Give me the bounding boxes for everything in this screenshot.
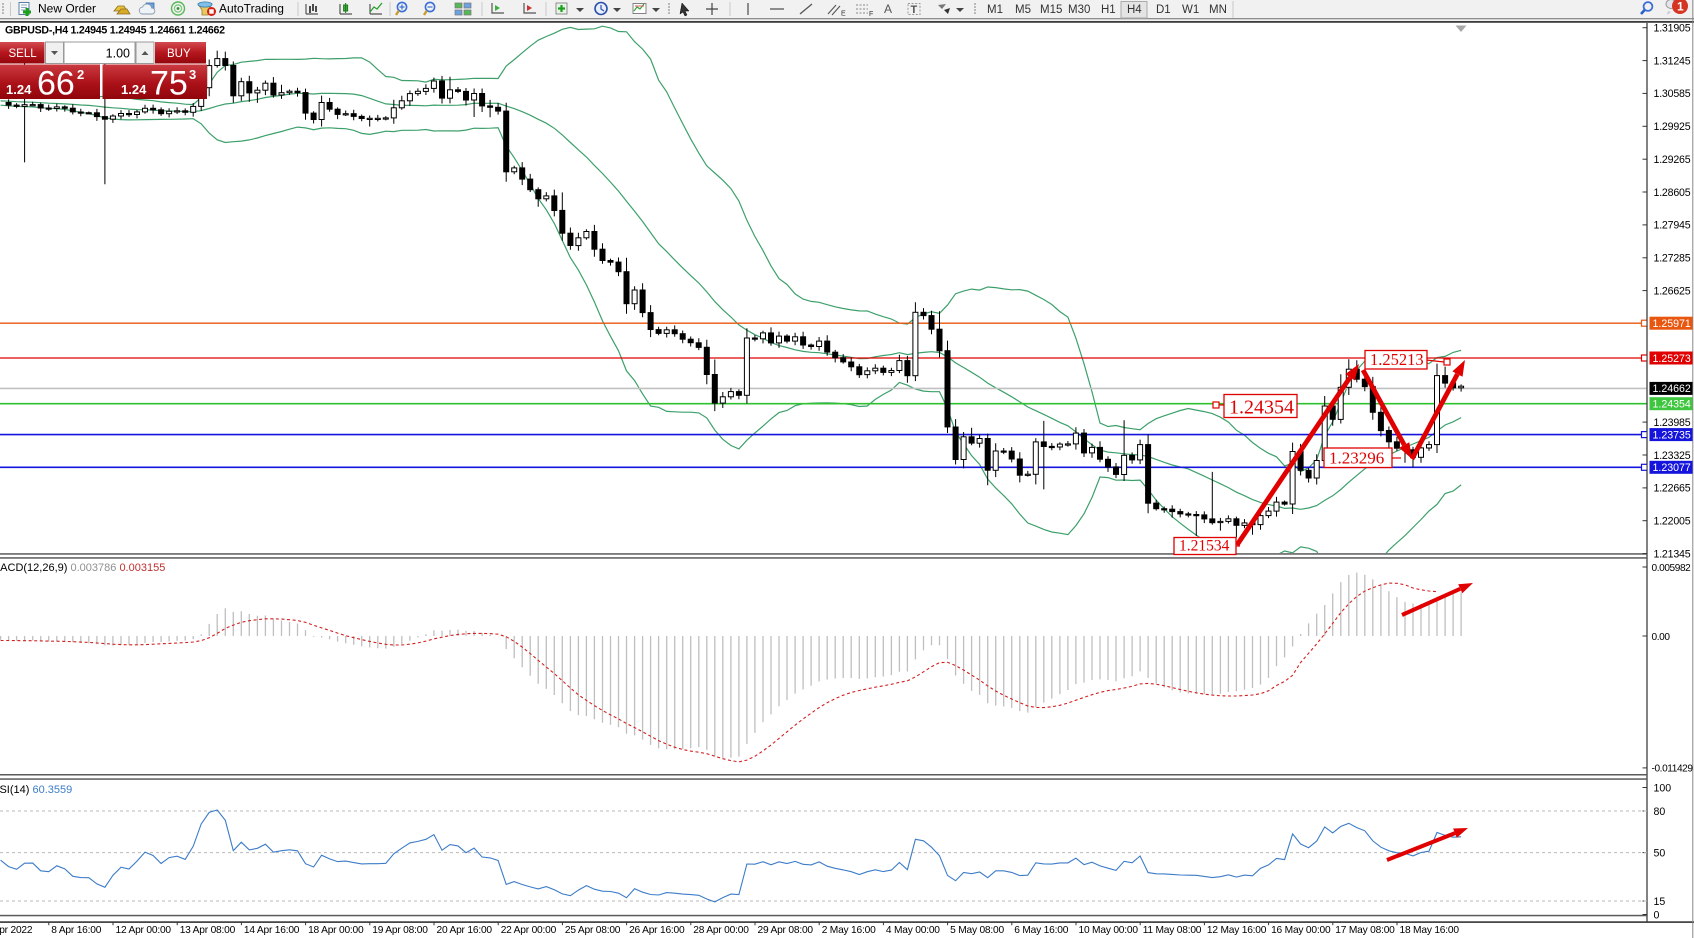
- svg-text:M1: M1: [987, 4, 1003, 16]
- svg-text:15: 15: [1654, 896, 1666, 908]
- svg-text:1.29925: 1.29925: [1654, 121, 1691, 133]
- svg-text:D1: D1: [1156, 4, 1171, 16]
- svg-text:AutoTrading: AutoTrading: [219, 2, 284, 16]
- svg-text:19 Apr 08:00: 19 Apr 08:00: [372, 925, 428, 936]
- svg-text:1.23325: 1.23325: [1654, 450, 1691, 462]
- svg-text:1.24: 1.24: [121, 82, 147, 97]
- svg-text:50: 50: [1654, 847, 1666, 859]
- svg-text:1.23735: 1.23735: [1653, 429, 1691, 441]
- svg-text:22 Apr 00:00: 22 Apr 00:00: [501, 925, 557, 936]
- svg-text:1.31905: 1.31905: [1654, 23, 1691, 35]
- svg-text:MACD(12,26,9) 0.003786 0.00315: MACD(12,26,9) 0.003786 0.003155: [0, 562, 165, 574]
- svg-text:1.30585: 1.30585: [1654, 88, 1691, 100]
- svg-text:11 May 08:00: 11 May 08:00: [1143, 925, 1202, 936]
- svg-text:1: 1: [1677, 0, 1684, 14]
- svg-text:8 Apr 16:00: 8 Apr 16:00: [51, 925, 101, 936]
- svg-text:New Order: New Order: [38, 2, 96, 16]
- svg-text:1.22665: 1.22665: [1654, 483, 1691, 495]
- svg-text:10 May 00:00: 10 May 00:00: [1079, 925, 1139, 936]
- svg-text:80: 80: [1654, 806, 1666, 818]
- svg-text:M15: M15: [1040, 4, 1062, 16]
- svg-text:29 Apr 08:00: 29 Apr 08:00: [758, 925, 814, 936]
- svg-text:1.29265: 1.29265: [1654, 154, 1691, 166]
- svg-text:1.23077: 1.23077: [1653, 462, 1691, 474]
- svg-text:0.00: 0.00: [1652, 632, 1671, 643]
- svg-text:M5: M5: [1015, 4, 1031, 16]
- svg-text:pr 2022: pr 2022: [0, 925, 33, 936]
- svg-text:T: T: [911, 4, 918, 16]
- svg-text:20 Apr 16:00: 20 Apr 16:00: [437, 925, 493, 936]
- svg-text:1.21534: 1.21534: [1179, 538, 1230, 555]
- svg-text:0.005982: 0.005982: [1652, 563, 1692, 574]
- svg-text:1.24354: 1.24354: [1229, 397, 1294, 419]
- svg-text:1.23296: 1.23296: [1329, 449, 1384, 468]
- svg-text:66: 66: [37, 65, 75, 103]
- svg-text:-0.011429: -0.011429: [1652, 764, 1694, 775]
- svg-text:M30: M30: [1068, 4, 1090, 16]
- svg-text:4 May 00:00: 4 May 00:00: [886, 925, 940, 936]
- svg-text:1.27945: 1.27945: [1654, 220, 1691, 232]
- svg-text:5 May 08:00: 5 May 08:00: [950, 925, 1004, 936]
- svg-text:BUY: BUY: [167, 48, 191, 60]
- svg-text:1.25273: 1.25273: [1653, 353, 1691, 365]
- svg-text:H1: H1: [1101, 4, 1116, 16]
- svg-text:2: 2: [77, 67, 84, 82]
- svg-text:F: F: [869, 11, 873, 18]
- svg-text:25 Apr 08:00: 25 Apr 08:00: [565, 925, 621, 936]
- svg-text:18 May 16:00: 18 May 16:00: [1400, 925, 1460, 936]
- svg-text:1.24354: 1.24354: [1653, 399, 1691, 411]
- svg-text:1.25971: 1.25971: [1653, 318, 1691, 330]
- svg-text:0: 0: [1654, 909, 1660, 921]
- svg-text:1.26625: 1.26625: [1654, 285, 1691, 297]
- svg-text:17 May 08:00: 17 May 08:00: [1335, 925, 1395, 936]
- svg-text:RSI(14) 60.3559: RSI(14) 60.3559: [0, 784, 72, 796]
- svg-text:12 May 16:00: 12 May 16:00: [1207, 925, 1267, 936]
- svg-text:W1: W1: [1182, 4, 1199, 16]
- svg-text:6 May 16:00: 6 May 16:00: [1014, 925, 1068, 936]
- svg-text:1.21345: 1.21345: [1654, 548, 1691, 560]
- svg-text:16 May 00:00: 16 May 00:00: [1271, 925, 1331, 936]
- svg-text:13 Apr 08:00: 13 Apr 08:00: [180, 925, 236, 936]
- svg-text:1.27285: 1.27285: [1654, 253, 1691, 265]
- svg-text:26 Apr 16:00: 26 Apr 16:00: [629, 925, 685, 936]
- svg-text:3: 3: [189, 67, 196, 82]
- svg-text:2 May 16:00: 2 May 16:00: [822, 925, 876, 936]
- svg-text:18 Apr 00:00: 18 Apr 00:00: [308, 925, 364, 936]
- svg-text:14 Apr 16:00: 14 Apr 16:00: [244, 925, 300, 936]
- svg-text:75: 75: [150, 65, 188, 103]
- svg-text:100: 100: [1654, 782, 1672, 794]
- svg-text:GBPUSD-,H4 1.24945 1.24945 1.: GBPUSD-,H4 1.24945 1.24945 1.24661 1.246…: [5, 25, 225, 37]
- svg-text:1.25213: 1.25213: [1370, 350, 1424, 369]
- svg-text:A: A: [884, 2, 892, 16]
- svg-text:1.00: 1.00: [106, 47, 130, 61]
- svg-text:1.24: 1.24: [6, 82, 32, 97]
- svg-text:H4: H4: [1127, 4, 1142, 16]
- svg-text:1.31245: 1.31245: [1654, 55, 1691, 67]
- svg-text:12 Apr 00:00: 12 Apr 00:00: [116, 925, 172, 936]
- svg-text:SELL: SELL: [9, 48, 38, 60]
- svg-text:1.28605: 1.28605: [1654, 187, 1691, 199]
- svg-text:1.22005: 1.22005: [1654, 516, 1691, 528]
- svg-text:MN: MN: [1209, 4, 1227, 16]
- svg-text:28 Apr 00:00: 28 Apr 00:00: [693, 925, 749, 936]
- svg-text:E: E: [841, 11, 846, 18]
- svg-text:1.23985: 1.23985: [1654, 417, 1691, 429]
- svg-text:1.24662: 1.24662: [1653, 383, 1691, 395]
